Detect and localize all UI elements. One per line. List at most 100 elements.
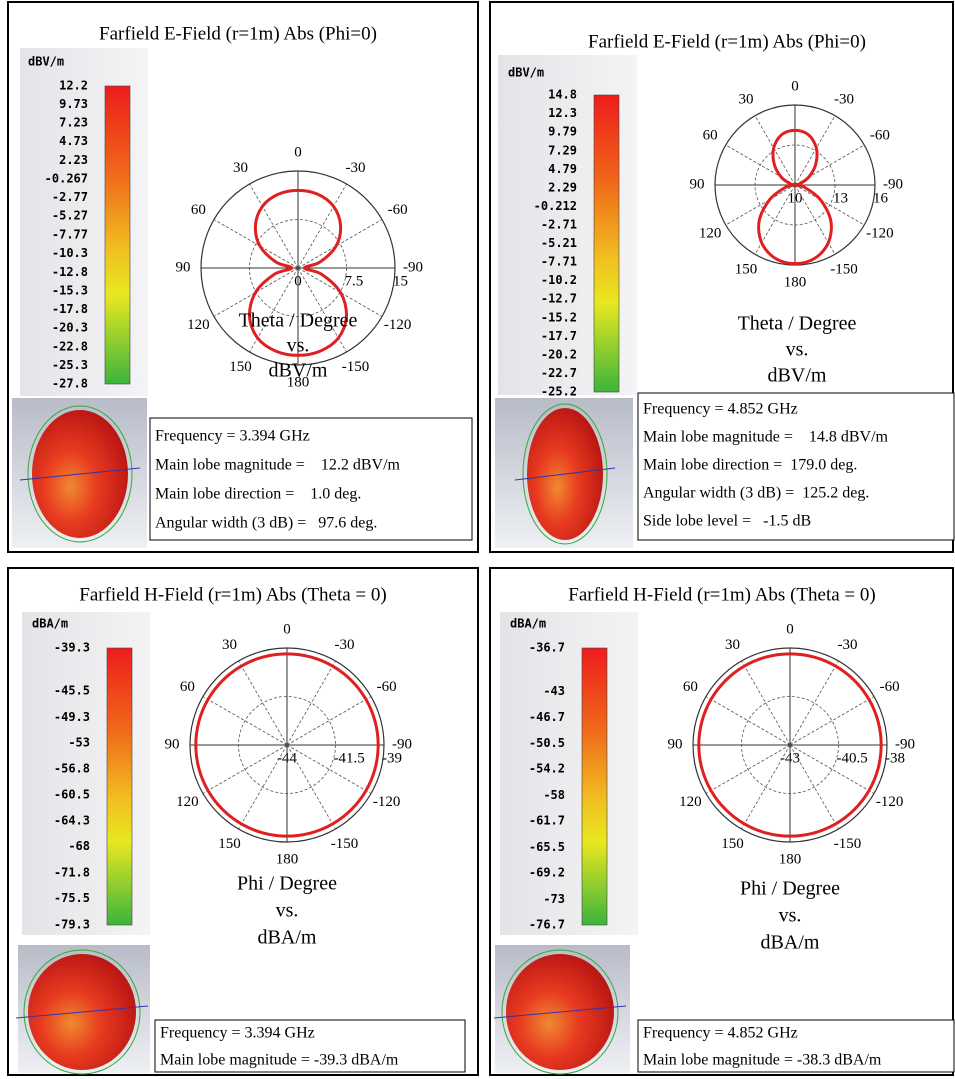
colorbar-tick-label: 12.2 — [59, 79, 88, 93]
colorbar-unit: dBA/m — [510, 617, 546, 631]
angle-tick-label: -120 — [384, 317, 412, 333]
spoke — [755, 116, 795, 185]
spoke — [790, 697, 874, 746]
angle-tick-label: -120 — [876, 794, 904, 810]
angle-tick-label: -150 — [834, 836, 862, 852]
colorbar-tick-label: 9.73 — [59, 97, 88, 111]
axis-caption: Phi / Degree — [740, 878, 840, 900]
colorbar-unit: dBV/m — [28, 55, 64, 69]
angle-tick-label: 150 — [735, 261, 758, 277]
angle-tick-label: 150 — [218, 836, 241, 852]
angle-tick-label: 0 — [283, 621, 291, 637]
angle-tick-label: -60 — [880, 679, 900, 695]
angle-tick-label: 60 — [180, 679, 195, 695]
colorbar-tick-label: -46.7 — [529, 710, 565, 724]
angle-tick-label: 120 — [699, 225, 722, 241]
radial-tick-label: -39 — [382, 750, 402, 766]
chart-title: Farfield E-Field (r=1m) Abs (Phi=0) — [588, 31, 866, 52]
axis-caption: dBA/m — [761, 932, 820, 954]
colorbar-tick-label: -22.7 — [541, 366, 577, 380]
colorbar-tick-label: -71.8 — [54, 866, 90, 880]
colorbar — [105, 86, 130, 384]
colorbar-tick-label: -0.267 — [45, 171, 88, 185]
angle-tick-label: -120 — [866, 225, 894, 241]
colorbar-unit: dBA/m — [32, 617, 68, 631]
colorbar-tick-label: -64.3 — [54, 814, 90, 828]
radial-tick-label: 7.5 — [345, 273, 364, 289]
angle-tick-label: 90 — [165, 736, 180, 752]
colorbar-tick-label: -10.2 — [541, 273, 577, 287]
colorbar-tick-label: -60.5 — [54, 787, 90, 801]
angle-tick-label: 30 — [725, 637, 740, 653]
info-line: Main lobe magnitude = 12.2 dBV/m — [155, 457, 401, 474]
spoke — [790, 661, 839, 745]
angle-tick-label: -60 — [870, 127, 890, 143]
colorbar — [107, 648, 132, 925]
angle-tick-label: -150 — [830, 261, 858, 277]
colorbar-tick-label: -25.2 — [541, 385, 577, 399]
colorbar-tick-label: -53 — [68, 735, 90, 749]
angle-tick-label: 150 — [721, 836, 744, 852]
colorbar-tick-label: -58 — [543, 788, 565, 802]
colorbar-unit: dBV/m — [508, 66, 544, 80]
spoke — [795, 116, 835, 185]
colorbar-tick-label: -2.77 — [52, 190, 88, 204]
angle-tick-label: 30 — [739, 92, 754, 108]
colorbar-tick-label: -45.5 — [54, 683, 90, 697]
radial-tick-label: -41.5 — [334, 750, 365, 766]
angle-tick-label: -90 — [392, 736, 412, 752]
angle-tick-label: 0 — [294, 144, 302, 160]
info-line: Frequency = 4.852 GHz — [643, 1025, 798, 1042]
colorbar-tick-label: -15.2 — [541, 310, 577, 324]
colorbar-tick-label: -69.2 — [529, 866, 565, 880]
angle-tick-label: -120 — [373, 794, 401, 810]
colorbar-tick-label: 14.8 — [548, 88, 577, 102]
angle-tick-label: 180 — [784, 274, 807, 290]
angle-tick-label: 90 — [690, 176, 705, 192]
colorbar-tick-label: 4.73 — [59, 134, 88, 148]
angle-tick-label: 60 — [191, 202, 206, 218]
axis-caption: dBV/m — [269, 360, 328, 382]
colorbar-tick-label: -27.8 — [52, 377, 88, 391]
angle-tick-label: -90 — [895, 736, 915, 752]
angle-tick-label: -150 — [331, 836, 359, 852]
colorbar-tick-label: -61.7 — [529, 814, 565, 828]
colorbar-tick-label: 9.79 — [548, 125, 577, 139]
chart-title: Farfield H-Field (r=1m) Abs (Theta = 0) — [79, 584, 386, 605]
angle-tick-label: 60 — [703, 127, 718, 143]
angle-tick-label: -30 — [838, 637, 858, 653]
axis-caption: vs. — [276, 900, 299, 922]
colorbar-tick-label: -56.8 — [54, 762, 90, 776]
info-line: Main lobe magnitude = 14.8 dBV/m — [643, 429, 889, 446]
colorbar-tick-label: -54.2 — [529, 762, 565, 776]
colorbar-tick-label: -65.5 — [529, 840, 565, 854]
colorbar-tick-label: -12.8 — [52, 265, 88, 279]
angle-tick-label: -30 — [335, 637, 355, 653]
angle-tick-label: 30 — [222, 637, 237, 653]
angle-tick-label: 90 — [176, 259, 191, 275]
radial-tick-label: 13 — [833, 190, 848, 206]
angle-tick-label: -30 — [834, 92, 854, 108]
angle-tick-label: 0 — [791, 78, 799, 94]
axis-caption: Theta / Degree — [738, 313, 857, 335]
colorbar-tick-label: -68 — [68, 839, 90, 853]
chart-title: Farfield E-Field (r=1m) Abs (Phi=0) — [99, 23, 377, 44]
colorbar-tick-label: -49.3 — [54, 710, 90, 724]
colorbar-tick-label: -25.3 — [52, 358, 88, 372]
colorbar-tick-label: -22.8 — [52, 339, 88, 353]
angle-tick-label: 120 — [679, 794, 702, 810]
info-line: Side lobe level = -1.5 dB — [643, 513, 811, 530]
figure: Farfield E-Field (r=1m) Abs (Phi=0) dBV/m… — [0, 0, 955, 1079]
info-line: Frequency = 4.852 GHz — [643, 401, 798, 418]
angle-tick-label: -60 — [377, 679, 397, 695]
angle-tick-label: -150 — [342, 359, 370, 375]
spoke — [287, 697, 371, 746]
colorbar-tick-label: -75.5 — [54, 891, 90, 905]
colorbar-tick-label: -7.77 — [52, 227, 88, 241]
colorbar-tick-label: -10.3 — [52, 246, 88, 260]
radial-tick-label: 16 — [873, 190, 889, 206]
colorbar-tick-label: 2.29 — [548, 180, 577, 194]
colorbar-tick-label: -76.7 — [529, 918, 565, 932]
colorbar-tick-label: -39.3 — [54, 641, 90, 655]
radial-tick-label: -40.5 — [837, 750, 868, 766]
